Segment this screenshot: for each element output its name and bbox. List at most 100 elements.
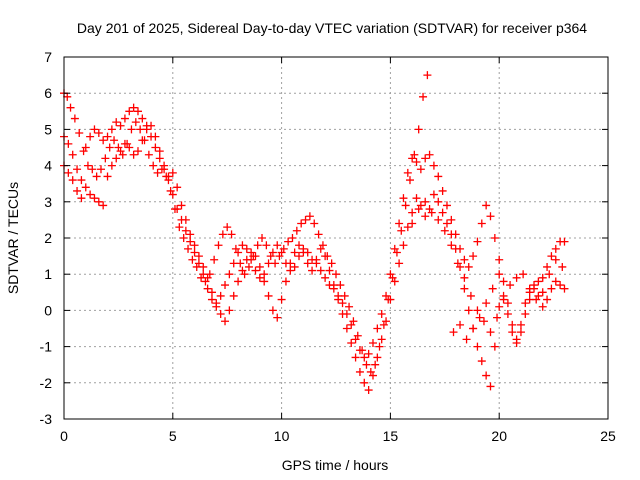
data-point: [83, 161, 92, 170]
data-point: [477, 357, 486, 366]
data-point: [305, 212, 314, 221]
y-tick-label: 6: [44, 85, 52, 101]
data-point: [110, 136, 119, 145]
data-point: [77, 194, 86, 203]
data-point: [482, 201, 491, 210]
data-point: [551, 255, 560, 264]
data-point: [516, 320, 525, 329]
data-point: [253, 241, 262, 250]
y-tick-label: 3: [44, 194, 52, 210]
data-point: [229, 259, 238, 268]
data-point: [347, 338, 356, 347]
data-point: [460, 255, 469, 264]
data-point: [251, 266, 260, 275]
data-point: [495, 302, 504, 311]
series-track-c: [60, 103, 569, 395]
data-point: [403, 168, 412, 177]
data-point: [207, 288, 216, 297]
data-point: [538, 273, 547, 282]
data-point: [427, 208, 436, 217]
data-point: [464, 306, 473, 315]
data-point: [545, 270, 554, 279]
data-point: [290, 262, 299, 271]
data-point: [194, 259, 203, 268]
data-point: [234, 277, 243, 286]
data-point: [129, 103, 138, 112]
data-point: [120, 139, 129, 148]
data-point: [395, 259, 404, 268]
data-points: [60, 71, 569, 395]
data-point: [332, 270, 340, 279]
data-point: [362, 360, 371, 369]
data-point: [68, 150, 77, 159]
y-tick-label: 7: [44, 49, 52, 65]
data-point: [486, 382, 495, 391]
x-tick-label: 0: [60, 428, 68, 444]
data-point: [218, 230, 227, 239]
data-point: [194, 252, 203, 261]
data-point: [281, 277, 290, 286]
data-point: [116, 121, 125, 130]
data-point: [90, 194, 99, 203]
data-point: [301, 215, 310, 224]
data-point: [242, 244, 251, 253]
data-point: [371, 360, 380, 369]
data-point: [421, 212, 430, 221]
data-point: [499, 295, 508, 304]
data-point: [342, 324, 351, 333]
data-point: [538, 302, 547, 311]
data-point: [264, 259, 273, 268]
data-point: [321, 252, 330, 261]
y-tick-label: 5: [44, 121, 52, 137]
data-point: [312, 255, 321, 264]
data-point: [503, 310, 512, 319]
data-point: [543, 262, 552, 271]
data-point: [460, 273, 469, 282]
data-point: [360, 353, 369, 362]
x-tick-label: 25: [600, 428, 616, 444]
data-point: [521, 310, 530, 319]
data-point: [414, 125, 423, 134]
data-point: [351, 335, 360, 344]
data-point: [244, 262, 253, 271]
x-tick-label: 10: [274, 428, 290, 444]
data-point: [429, 190, 438, 199]
data-point: [186, 237, 195, 246]
data-point: [207, 295, 216, 304]
data-point: [447, 230, 456, 239]
data-point: [434, 172, 443, 181]
data-point: [473, 306, 482, 315]
data-point: [397, 226, 406, 235]
data-point: [160, 165, 169, 174]
data-point: [86, 190, 95, 199]
data-point: [451, 244, 460, 253]
data-point: [316, 266, 325, 275]
data-point: [534, 277, 543, 286]
data-point: [129, 150, 138, 159]
data-point: [155, 147, 164, 156]
data-point: [447, 215, 456, 224]
data-point: [188, 255, 197, 264]
series-track-a: [60, 71, 432, 376]
data-point: [506, 281, 515, 290]
x-tick-label: 20: [491, 428, 507, 444]
data-point: [532, 295, 541, 304]
data-point: [229, 291, 238, 300]
data-point: [73, 186, 82, 195]
data-point: [168, 168, 177, 177]
data-point: [416, 165, 425, 174]
data-point: [442, 201, 451, 210]
data-point: [99, 136, 108, 145]
data-point: [462, 335, 471, 344]
data-point: [94, 129, 103, 138]
data-point: [438, 208, 447, 217]
data-point: [101, 154, 110, 163]
data-point: [508, 320, 517, 329]
data-point: [355, 346, 364, 355]
data-point: [221, 281, 230, 290]
data-point: [179, 234, 188, 242]
data-point: [258, 234, 267, 242]
data-point: [382, 317, 391, 326]
data-point: [225, 270, 234, 279]
